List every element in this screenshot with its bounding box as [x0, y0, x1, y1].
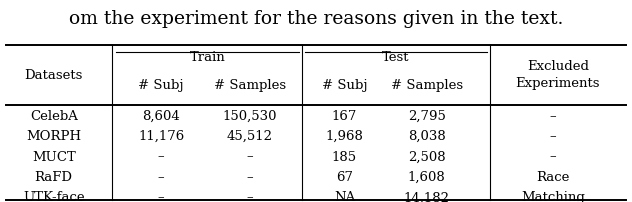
Text: # Samples: # Samples — [391, 79, 463, 92]
Text: –: – — [550, 150, 556, 164]
Text: –: – — [246, 171, 253, 184]
Text: # Subj: # Subj — [138, 79, 184, 92]
Text: Test: Test — [382, 51, 410, 64]
Text: 45,512: 45,512 — [227, 130, 272, 143]
Text: 185: 185 — [332, 150, 357, 164]
Text: # Subj: # Subj — [322, 79, 367, 92]
Text: 14,182: 14,182 — [404, 191, 449, 202]
Text: 8,038: 8,038 — [408, 130, 446, 143]
Text: 167: 167 — [332, 110, 357, 123]
Text: –: – — [246, 150, 253, 164]
Text: 11,176: 11,176 — [138, 130, 185, 143]
Text: –: – — [158, 150, 164, 164]
Text: 2,508: 2,508 — [408, 150, 446, 164]
Text: 2,795: 2,795 — [408, 110, 446, 123]
Text: NA: NA — [334, 191, 355, 202]
Text: 67: 67 — [336, 171, 353, 184]
Text: –: – — [158, 171, 164, 184]
Text: Datasets: Datasets — [25, 69, 83, 82]
Text: 1,608: 1,608 — [408, 171, 446, 184]
Text: 1,968: 1,968 — [325, 130, 363, 143]
Text: # Samples: # Samples — [214, 79, 286, 92]
Text: MORPH: MORPH — [26, 130, 82, 143]
Text: CelebA: CelebA — [30, 110, 78, 123]
Text: Train: Train — [190, 51, 225, 64]
Text: Race: Race — [537, 171, 569, 184]
Text: Matching: Matching — [521, 191, 585, 202]
Text: –: – — [158, 191, 164, 202]
Text: RaFD: RaFD — [35, 171, 73, 184]
Text: MUCT: MUCT — [32, 150, 76, 164]
Text: Excluded
Experiments: Excluded Experiments — [516, 60, 600, 90]
Text: om the experiment for the reasons given in the text.: om the experiment for the reasons given … — [69, 10, 563, 28]
Text: –: – — [246, 191, 253, 202]
Text: –: – — [550, 130, 556, 143]
Text: –: – — [550, 110, 556, 123]
Text: UTK-face: UTK-face — [23, 191, 85, 202]
Text: 150,530: 150,530 — [222, 110, 277, 123]
Text: 8,604: 8,604 — [142, 110, 180, 123]
